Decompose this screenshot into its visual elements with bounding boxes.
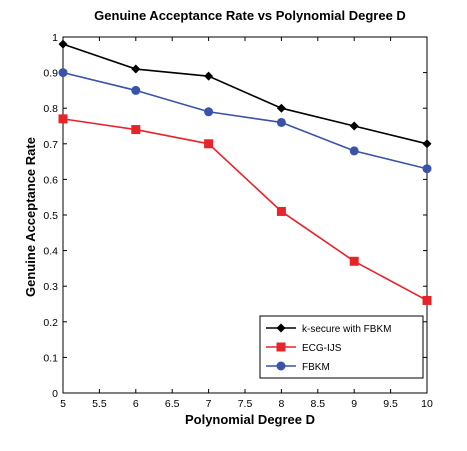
data-point: [204, 107, 214, 117]
y-tick-label: 1: [52, 32, 58, 44]
data-point: [422, 295, 432, 305]
series-line: [62, 71, 428, 170]
data-point: [131, 85, 141, 95]
y-tick-label: 0.9: [43, 68, 58, 80]
x-tick-label: 8: [278, 398, 284, 410]
series-2: [58, 68, 432, 174]
x-tick-label: 5.5: [92, 398, 107, 410]
data-point: [204, 71, 214, 81]
y-tick-label: 0.6: [43, 174, 58, 186]
series-1: [58, 114, 432, 305]
data-point: [349, 121, 359, 131]
legend-box: [259, 315, 424, 379]
legend-label: FBKM: [302, 362, 330, 373]
legend-label: k-secure with FBKM: [302, 324, 391, 335]
series-0: [58, 39, 432, 149]
data-point: [204, 139, 214, 149]
legend-swatch-marker: [276, 342, 286, 352]
y-axis-label: Genuine Acceptance Rate: [23, 137, 38, 297]
x-tick-label: 7: [206, 398, 212, 410]
data-point: [422, 164, 432, 174]
y-axis: 0 0.1 0.2 0.3 0.4 0.5 0.6 0.7 0.8 0.9 1: [43, 32, 427, 400]
data-point: [422, 139, 432, 149]
x-axis-label: Polynomial Degree D: [185, 412, 315, 427]
legend-swatch-marker: [276, 361, 286, 371]
y-tick-label: 0.4: [43, 246, 58, 258]
x-tick-label: 8.5: [310, 398, 325, 410]
data-point: [349, 256, 359, 266]
data-point: [131, 125, 141, 135]
data-point: [58, 68, 68, 78]
x-tick-label: 7.5: [238, 398, 253, 410]
x-tick-label: 10: [421, 398, 433, 410]
series-layer: [58, 39, 432, 305]
x-tick-label: 6: [133, 398, 139, 410]
data-point: [276, 206, 286, 216]
x-tick-label: 9: [351, 398, 357, 410]
data-point: [58, 114, 68, 124]
data-point: [276, 117, 286, 127]
y-tick-label: 0.7: [43, 139, 58, 151]
y-tick-label: 0.2: [43, 317, 58, 329]
y-tick-label: 0.8: [43, 103, 58, 115]
x-tick-label: 6.5: [165, 398, 180, 410]
x-axis: 5 5.5 6 6.5 7 7.5 8 8.5 9 9.5 10: [60, 37, 433, 410]
y-tick-label: 0.3: [43, 281, 58, 293]
data-point: [349, 146, 359, 156]
legend-label: ECG-IJS: [302, 343, 342, 354]
series-line: [62, 43, 428, 145]
series-line: [62, 118, 428, 302]
data-point: [58, 39, 68, 49]
chart-title: Genuine Acceptance Rate vs Polynomial De…: [94, 8, 406, 23]
legend-swatch-marker: [276, 323, 286, 333]
y-tick-label: 0.5: [43, 210, 58, 222]
legend: k-secure with FBKM ECG-IJS FBKM: [259, 315, 424, 379]
data-point: [276, 103, 286, 113]
y-tick-label: 0.1: [43, 352, 58, 364]
x-tick-label: 5: [60, 398, 66, 410]
y-tick-label: 0: [52, 388, 58, 400]
data-point: [131, 64, 141, 74]
x-tick-label: 9.5: [383, 398, 398, 410]
